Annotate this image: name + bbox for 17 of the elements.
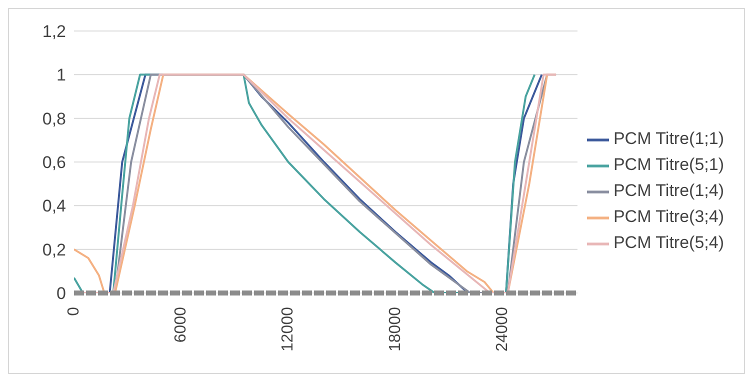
- legend-label: PCM Titre(5;4): [613, 233, 724, 252]
- y-tick-label: 0,8: [42, 109, 66, 128]
- x-tick-label: 0: [66, 306, 82, 316]
- y-tick-label: 0: [56, 284, 66, 304]
- x-tick-label: 24000: [494, 306, 511, 352]
- x-tick-label: 6000: [172, 306, 190, 343]
- legend-label: PCM Titre(5;1): [613, 155, 724, 174]
- legend-label: PCM Titre(1;1): [613, 129, 724, 148]
- y-tick-label: 0,4: [42, 196, 66, 216]
- y-tick-label: 1,2: [42, 22, 66, 42]
- x-tick-label: 12000: [280, 306, 297, 352]
- y-tick-label: 0,2: [42, 240, 66, 260]
- y-tick-label: 0,6: [42, 153, 66, 172]
- legend-label: PCM Titre(1;4): [613, 181, 724, 200]
- legend-label: PCM Titre(3;4): [613, 207, 724, 226]
- x-tick-label: 18000: [386, 306, 404, 352]
- y-tick-label: 1: [56, 66, 66, 85]
